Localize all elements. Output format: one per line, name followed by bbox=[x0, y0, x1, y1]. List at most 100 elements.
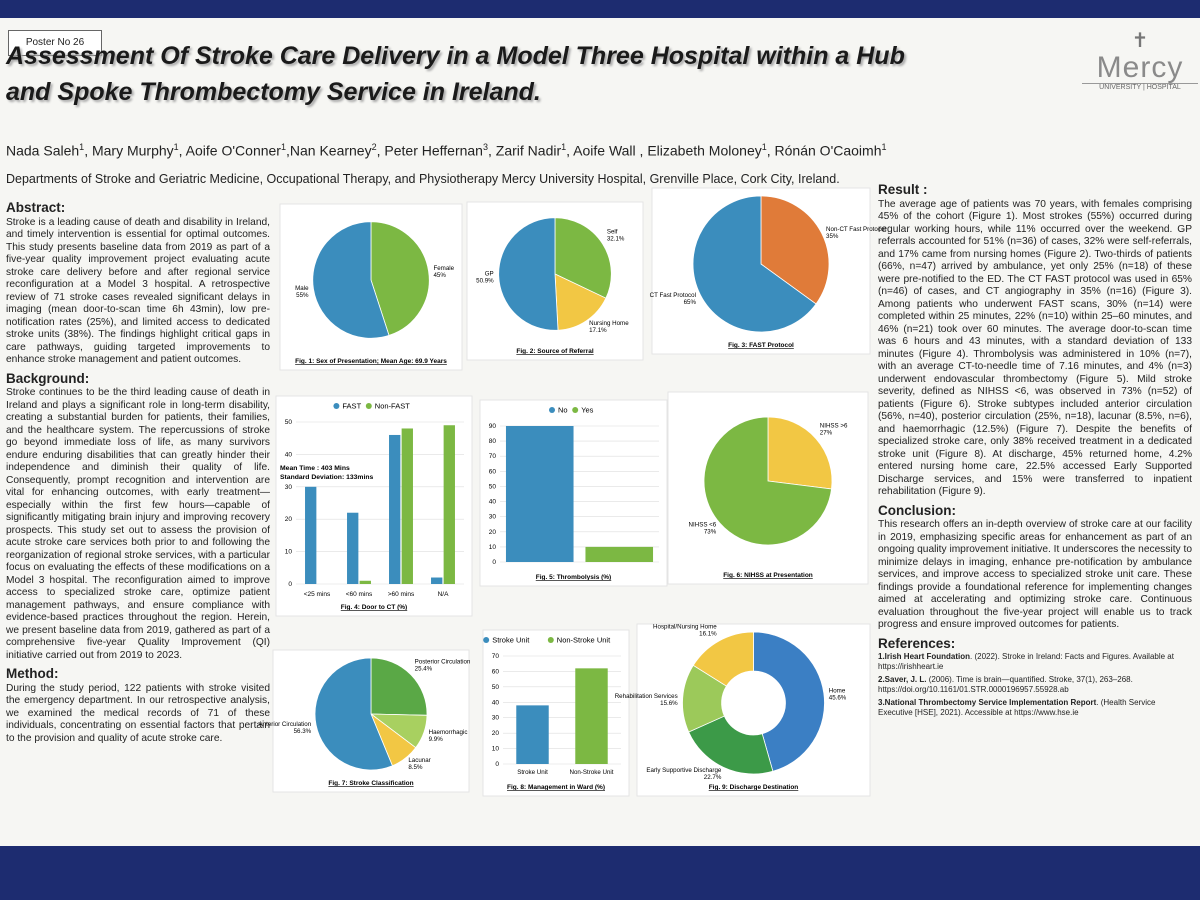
y-tick-label: 0 bbox=[492, 559, 496, 566]
x-tick-label: <60 mins bbox=[346, 591, 373, 598]
legend-swatch bbox=[549, 407, 555, 413]
logo-cross: ✝ bbox=[1131, 30, 1149, 52]
y-tick-label: 50 bbox=[492, 684, 500, 691]
legend-label: Yes bbox=[581, 406, 593, 415]
title-line: Assessment Of Stroke Care Delivery in a … bbox=[6, 42, 905, 70]
logo: ✝ Mercy UNIVERSITY | HOSPITAL bbox=[1082, 28, 1198, 91]
slice-label: Nursing Home bbox=[589, 320, 629, 327]
author-affiliation: 1 bbox=[79, 142, 85, 152]
y-tick-label: 20 bbox=[492, 730, 500, 737]
slice-label: Posterior Circulation bbox=[415, 658, 471, 665]
y-tick-label: 0 bbox=[288, 581, 292, 588]
slice-label: NIHSS >6 bbox=[820, 422, 848, 429]
y-tick-label: 50 bbox=[489, 483, 497, 490]
y-tick-label: 90 bbox=[489, 423, 497, 430]
section-heading: Method: bbox=[6, 666, 59, 681]
slice-value-label: 73% bbox=[704, 529, 717, 536]
slice-value-label: 15.6% bbox=[660, 700, 678, 707]
slice-value-label: 17.1% bbox=[589, 327, 607, 334]
slice-label: Home bbox=[829, 688, 846, 695]
pie-slice bbox=[688, 715, 774, 775]
legend-swatch bbox=[483, 637, 490, 643]
pie-slice bbox=[554, 273, 607, 331]
reference: 2.Saver, J. L. (2006). Time is brain—qua… bbox=[878, 675, 1192, 695]
x-tick-label: N/A bbox=[438, 591, 450, 598]
y-tick-label: 30 bbox=[492, 715, 500, 722]
reference-text: . (2022). Stroke in Ireland: Facts and F… bbox=[878, 652, 1174, 671]
y-tick-label: 60 bbox=[489, 468, 497, 475]
figure-caption: Fig. 7: Stroke Classification bbox=[328, 780, 413, 787]
y-tick-label: 40 bbox=[492, 699, 500, 706]
author-name: , Zarif Nadir bbox=[488, 142, 562, 159]
author-name: , Mary Murphy bbox=[84, 142, 174, 159]
slice-value-label: 22.7% bbox=[704, 774, 722, 781]
reference: 1.Irish Heart Foundation. (2022). Stroke… bbox=[878, 652, 1192, 672]
slice-value-label: 50.9% bbox=[476, 278, 494, 285]
bar bbox=[505, 426, 574, 562]
y-tick-label: 60 bbox=[492, 668, 500, 675]
y-tick-label: 40 bbox=[285, 451, 293, 458]
legend-label: Stroke Unit bbox=[492, 636, 530, 645]
legend-swatch bbox=[572, 407, 579, 413]
logo-name: Mercy bbox=[1096, 51, 1184, 84]
y-tick-label: 10 bbox=[492, 746, 500, 753]
figure-caption: Fig. 6: NIHSS at Presentation bbox=[723, 572, 813, 579]
slice-label: Rehabilitation Services bbox=[615, 693, 678, 700]
pie-slice bbox=[767, 416, 833, 490]
y-tick-label: 20 bbox=[285, 516, 293, 523]
bar bbox=[401, 428, 413, 584]
logo-subtitle: UNIVERSITY | HOSPITAL bbox=[1082, 83, 1198, 91]
y-tick-label: 30 bbox=[489, 514, 497, 521]
bar bbox=[443, 425, 455, 584]
legend-swatch bbox=[547, 637, 554, 643]
slice-value-label: 27% bbox=[820, 429, 833, 436]
section-heading: Conclusion: bbox=[878, 502, 956, 518]
pie-slice bbox=[498, 217, 559, 331]
bar bbox=[389, 434, 401, 584]
authors: Nada Saleh1, Mary Murphy1, Aoife O'Conne… bbox=[6, 142, 887, 159]
slice-label: Hospital/Nursing Home bbox=[653, 624, 717, 631]
y-tick-label: 80 bbox=[489, 438, 497, 445]
bar bbox=[431, 577, 443, 584]
slice-label: Non-CT Fast Protocol bbox=[826, 226, 886, 233]
slice-value-label: 16.1% bbox=[699, 631, 717, 638]
y-tick-label: 70 bbox=[489, 453, 497, 460]
author-affiliation: 1 bbox=[881, 142, 887, 152]
figure-caption: Fig. 2: Source of Referral bbox=[516, 348, 593, 355]
figure-caption: Fig. 5: Thrombolysis (%) bbox=[536, 574, 611, 581]
author-name: , Aoife O'Conner bbox=[178, 142, 281, 159]
pie-slice bbox=[692, 631, 754, 687]
author-affiliation: 1 bbox=[280, 142, 286, 152]
pie-slice bbox=[314, 657, 393, 771]
pie-slice bbox=[370, 657, 428, 716]
slice-value-label: 55% bbox=[296, 292, 309, 299]
slice-label: Female bbox=[433, 265, 454, 272]
section-heading: Result : bbox=[878, 182, 928, 197]
title-line: and Spoke Thrombectomy Service in Irelan… bbox=[6, 78, 541, 106]
annotation: Mean Time : 403 Mins bbox=[280, 465, 350, 472]
author-affiliation: 3 bbox=[482, 142, 488, 152]
y-tick-label: 20 bbox=[489, 529, 497, 536]
section-text: During the study period, 122 patients wi… bbox=[6, 682, 270, 744]
y-tick-label: 10 bbox=[489, 544, 497, 551]
x-tick-label: Stroke Unit bbox=[517, 769, 548, 776]
reference-author: 2.Saver, J. L. bbox=[878, 675, 927, 684]
pie-slice bbox=[692, 195, 817, 333]
legend-swatch bbox=[333, 403, 340, 409]
bar bbox=[585, 546, 654, 562]
pie-slice bbox=[554, 217, 612, 299]
bar bbox=[347, 512, 359, 584]
reference-text: (2006). Time is brain—quantified. Stroke… bbox=[878, 675, 1133, 694]
poster-number: Poster No 26 bbox=[8, 30, 102, 56]
author-affiliation: 1 bbox=[561, 142, 567, 152]
slice-value-label: 35% bbox=[826, 233, 839, 240]
section-text: This research offers an in-depth overvie… bbox=[878, 519, 1192, 630]
bar bbox=[305, 486, 317, 584]
author-name: Nada Saleh bbox=[6, 142, 80, 159]
author-affiliation: 1 bbox=[173, 142, 179, 152]
references: 1.Irish Heart Foundation. (2022). Stroke… bbox=[878, 652, 1192, 718]
reference-text: . (Health Service Executive [HSE], 2021)… bbox=[878, 698, 1156, 717]
y-tick-label: 70 bbox=[492, 653, 500, 660]
